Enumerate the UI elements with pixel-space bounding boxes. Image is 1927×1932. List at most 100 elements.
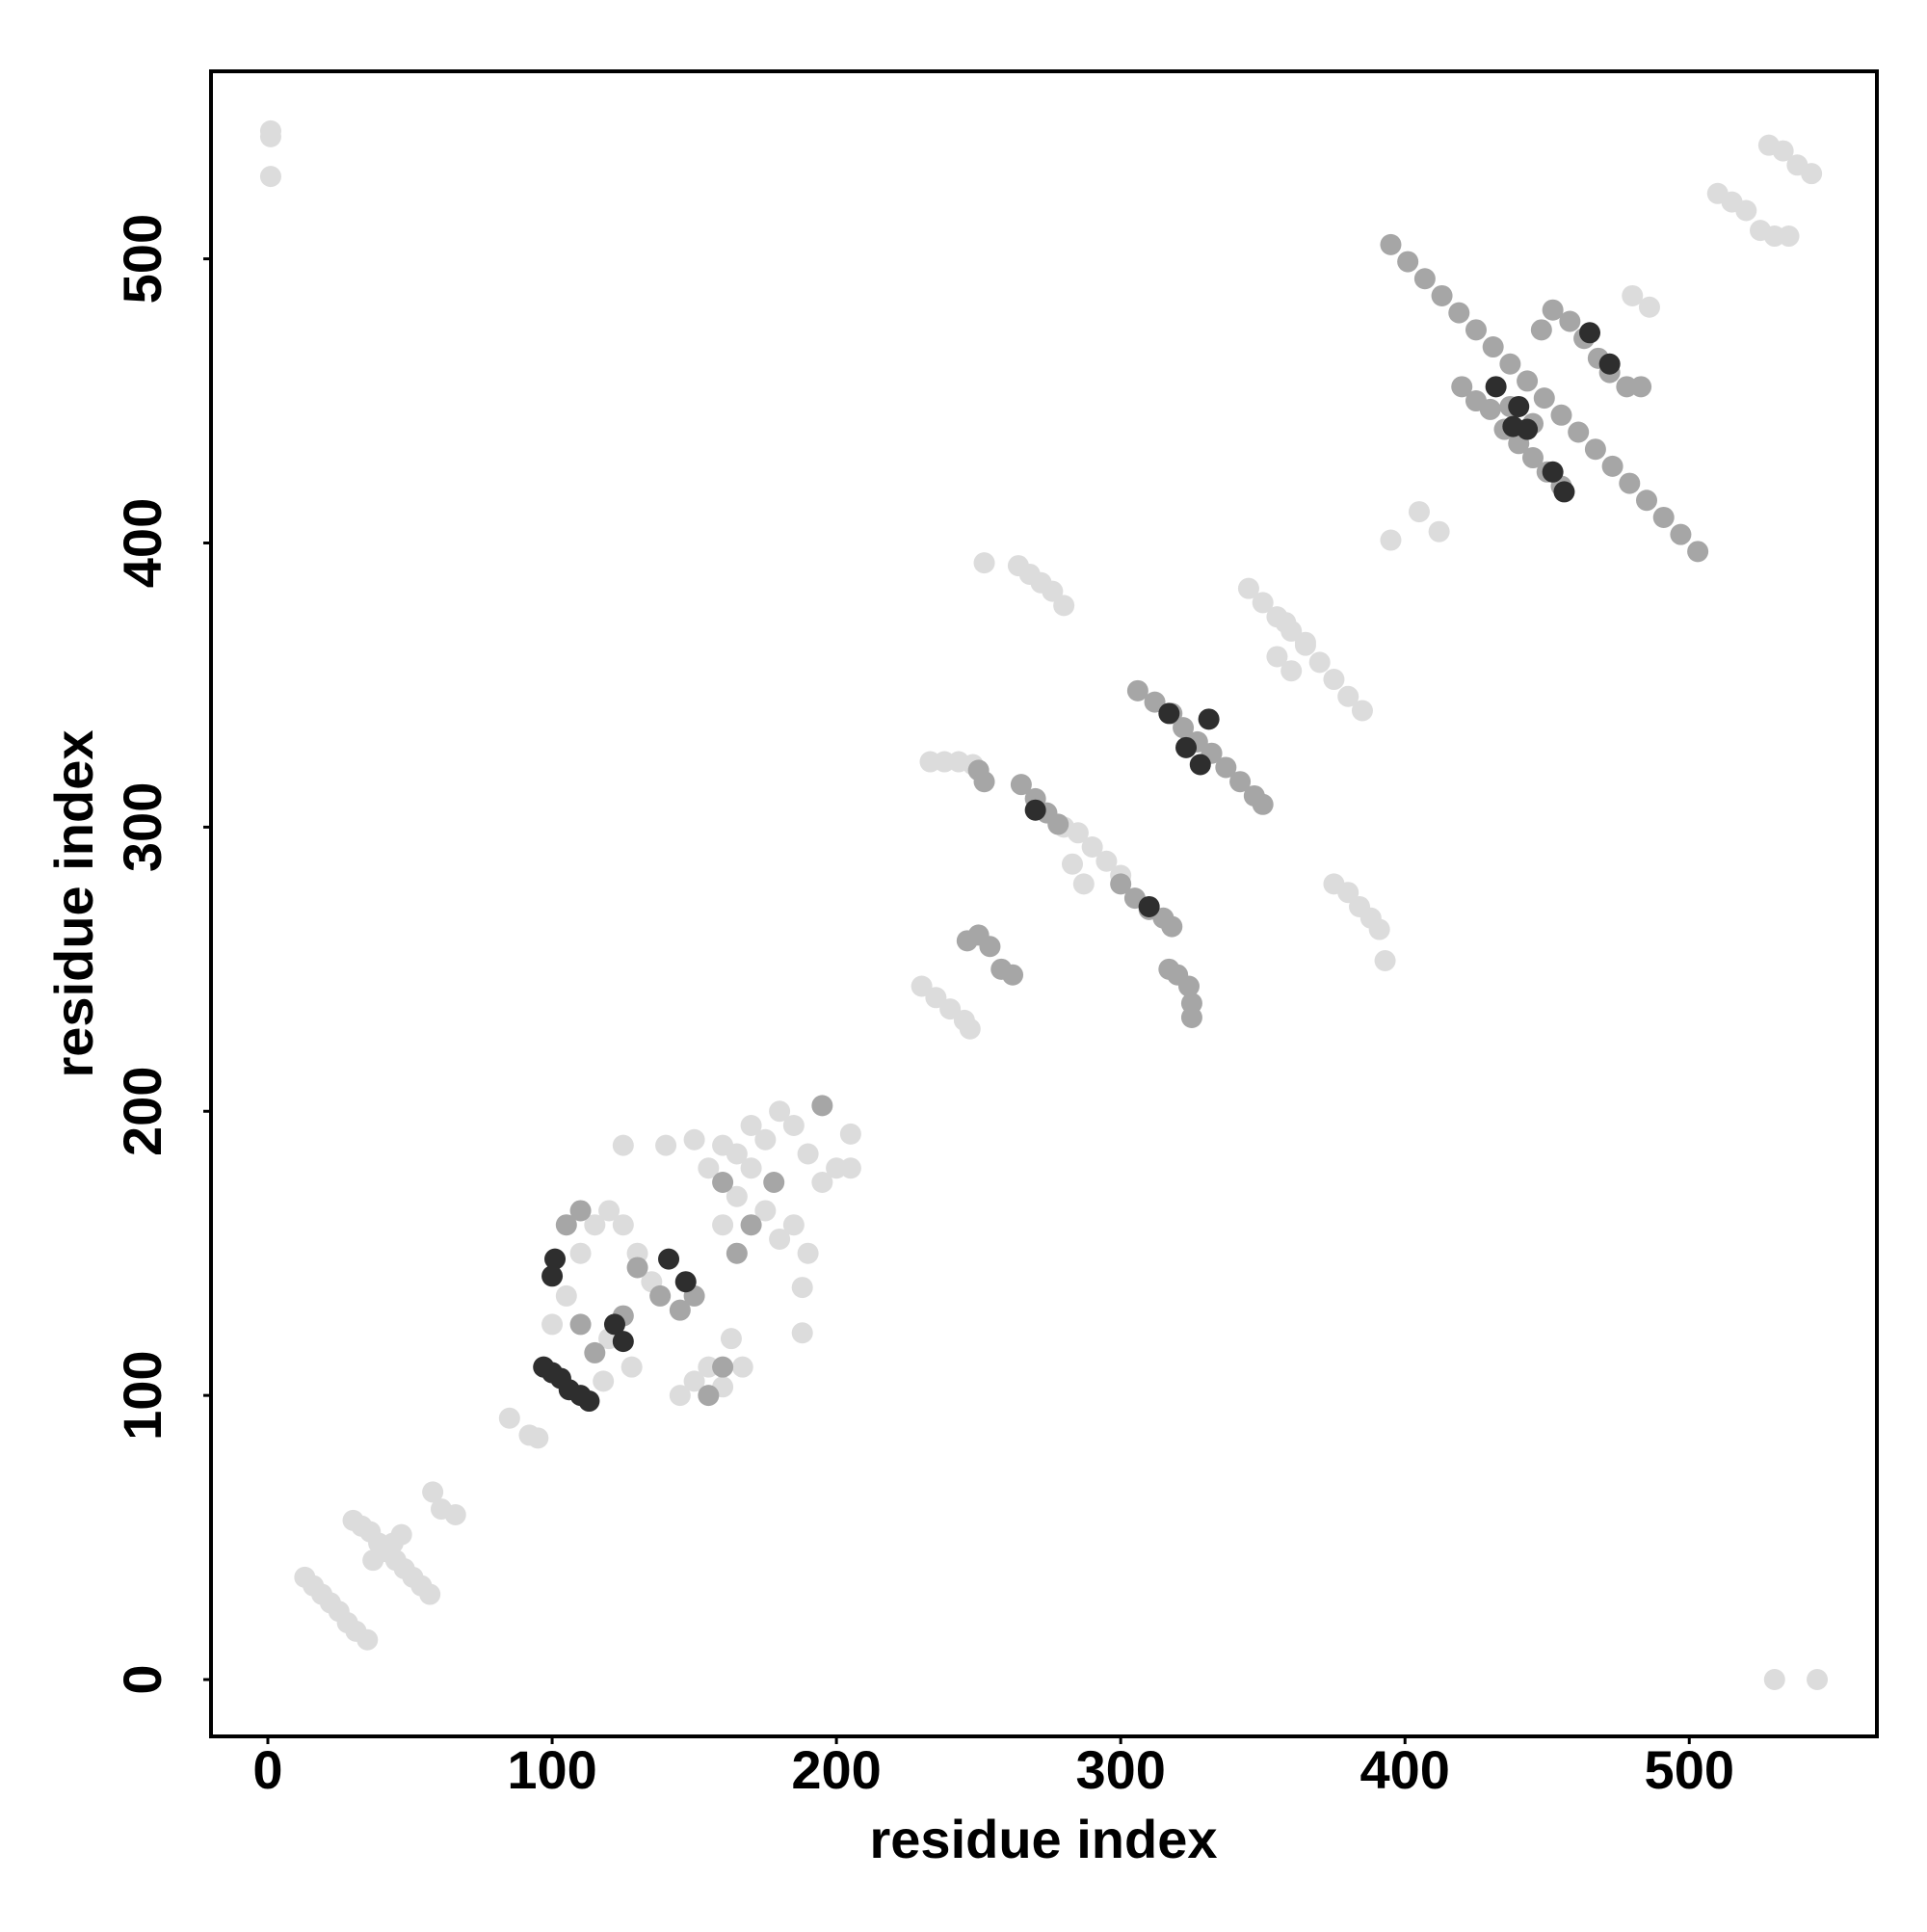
point xyxy=(959,1018,981,1040)
point xyxy=(1177,975,1200,997)
point xyxy=(555,1214,577,1236)
point xyxy=(1553,481,1575,503)
y-tick-label: 100 xyxy=(112,1350,172,1440)
point xyxy=(598,1200,620,1222)
x-axis-title: residue index xyxy=(869,1809,1217,1869)
point xyxy=(603,1313,625,1336)
point xyxy=(1630,376,1652,398)
point xyxy=(1380,233,1402,255)
point xyxy=(712,1356,734,1378)
point xyxy=(1530,319,1552,341)
point xyxy=(1619,472,1641,494)
point xyxy=(1584,438,1606,461)
x-tick-label: 400 xyxy=(1359,1739,1449,1800)
point xyxy=(593,1370,615,1392)
point xyxy=(811,1171,833,1193)
point xyxy=(419,1583,441,1605)
point xyxy=(390,1523,412,1546)
point xyxy=(1024,799,1046,821)
point xyxy=(1062,853,1084,875)
point xyxy=(782,1214,805,1236)
point xyxy=(698,1157,720,1179)
point xyxy=(1229,771,1252,793)
point xyxy=(726,1242,748,1264)
point xyxy=(1010,774,1032,796)
point xyxy=(1652,506,1675,528)
point xyxy=(839,1123,861,1145)
point xyxy=(973,771,995,793)
point xyxy=(1374,949,1396,971)
point xyxy=(1485,376,1507,398)
point xyxy=(1308,651,1331,674)
point xyxy=(726,1143,748,1165)
point xyxy=(1198,708,1220,730)
x-tick-label: 0 xyxy=(252,1739,282,1800)
point xyxy=(973,552,995,574)
point xyxy=(1215,756,1237,779)
point xyxy=(1067,822,1089,844)
point xyxy=(1047,813,1069,835)
point xyxy=(740,1115,762,1137)
point xyxy=(1778,225,1800,248)
point xyxy=(1280,660,1303,682)
point xyxy=(1542,461,1564,483)
point xyxy=(712,1214,734,1236)
point xyxy=(740,1214,762,1236)
point xyxy=(1517,370,1539,392)
point xyxy=(620,1356,643,1378)
point xyxy=(626,1257,648,1279)
point xyxy=(1275,612,1297,634)
point xyxy=(555,1284,577,1307)
point xyxy=(1042,580,1064,602)
point xyxy=(541,1313,564,1336)
point xyxy=(669,1385,691,1407)
point xyxy=(1499,353,1521,375)
point xyxy=(1508,395,1530,417)
point xyxy=(1081,836,1103,859)
point xyxy=(797,1143,819,1165)
point xyxy=(683,1128,705,1151)
point xyxy=(979,936,1001,958)
point xyxy=(1408,501,1430,523)
point xyxy=(422,1481,444,1503)
point xyxy=(1368,918,1390,940)
point xyxy=(791,1322,813,1344)
y-tick-label: 300 xyxy=(112,782,172,872)
y-tick-label: 200 xyxy=(112,1067,172,1156)
y-axis-title: residue index xyxy=(43,729,104,1077)
point xyxy=(1559,310,1581,332)
point xyxy=(259,166,281,188)
point xyxy=(1521,447,1544,469)
y-tick-label: 500 xyxy=(112,214,172,304)
point xyxy=(1380,529,1402,551)
point xyxy=(1323,669,1345,691)
point xyxy=(544,1248,567,1270)
point xyxy=(782,1115,805,1137)
point xyxy=(1397,251,1419,273)
point xyxy=(612,1214,634,1236)
point xyxy=(1502,415,1524,437)
x-tick-label: 500 xyxy=(1645,1739,1734,1800)
point xyxy=(754,1200,777,1222)
point xyxy=(612,1134,634,1156)
point xyxy=(669,1299,691,1321)
point xyxy=(1413,268,1436,290)
x-tick-label: 200 xyxy=(791,1739,881,1800)
point xyxy=(769,1100,791,1123)
point xyxy=(698,1385,720,1407)
point xyxy=(720,1328,742,1350)
point xyxy=(569,1200,592,1222)
point xyxy=(1158,702,1180,725)
point xyxy=(712,1171,734,1193)
y-tick-label: 0 xyxy=(112,1664,172,1694)
point xyxy=(1337,882,1359,904)
point xyxy=(1144,691,1166,713)
point xyxy=(569,1242,592,1264)
point xyxy=(527,1427,549,1449)
point xyxy=(584,1214,606,1236)
point xyxy=(1578,322,1600,344)
point xyxy=(1638,296,1660,318)
point xyxy=(726,1185,748,1207)
point xyxy=(649,1284,672,1307)
